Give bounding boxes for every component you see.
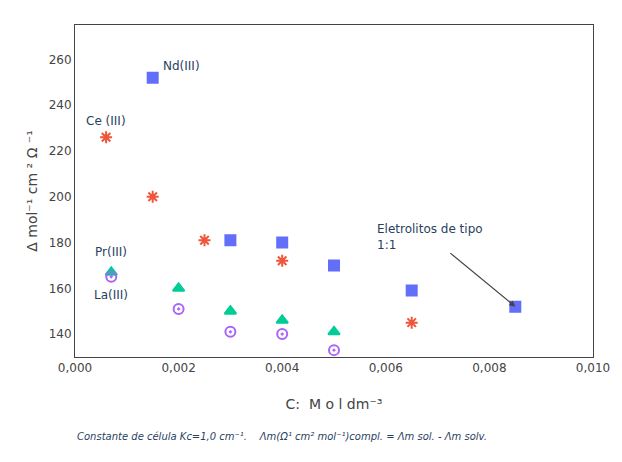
svg-text:Δ mol⁻¹ cm ² Ω ⁻¹: Δ mol⁻¹ cm ² Ω ⁻¹ <box>24 130 40 252</box>
svg-text:260: 260 <box>49 53 72 67</box>
svg-text:180: 180 <box>49 236 72 250</box>
svg-text:Ce (III): Ce (III) <box>86 114 126 128</box>
svg-text:140: 140 <box>49 327 72 341</box>
svg-text:Pr(III): Pr(III) <box>95 245 127 259</box>
svg-text:220: 220 <box>49 144 72 158</box>
svg-text:0,010: 0,010 <box>576 361 610 375</box>
svg-text:0,008: 0,008 <box>472 361 506 375</box>
svg-text:Nd(III): Nd(III) <box>163 59 200 73</box>
svg-text:0,002: 0,002 <box>161 361 195 375</box>
svg-text:C: M o l dm⁻³: C: M o l dm⁻³ <box>286 396 383 412</box>
svg-text:0,004: 0,004 <box>265 361 299 375</box>
svg-text:0,000: 0,000 <box>58 361 92 375</box>
svg-text:Eletrolitos de tipo1:1: Eletrolitos de tipo1:1 <box>377 222 483 252</box>
svg-text:Constante de célula Kc=1,0 cm⁻: Constante de célula Kc=1,0 cm⁻¹. Λm(Ω¹ c… <box>77 431 487 442</box>
svg-text:240: 240 <box>49 98 72 112</box>
svg-text:0,006: 0,006 <box>369 361 403 375</box>
svg-text:160: 160 <box>49 282 72 296</box>
svg-text:La(III): La(III) <box>94 288 128 302</box>
svg-text:200: 200 <box>49 190 72 204</box>
